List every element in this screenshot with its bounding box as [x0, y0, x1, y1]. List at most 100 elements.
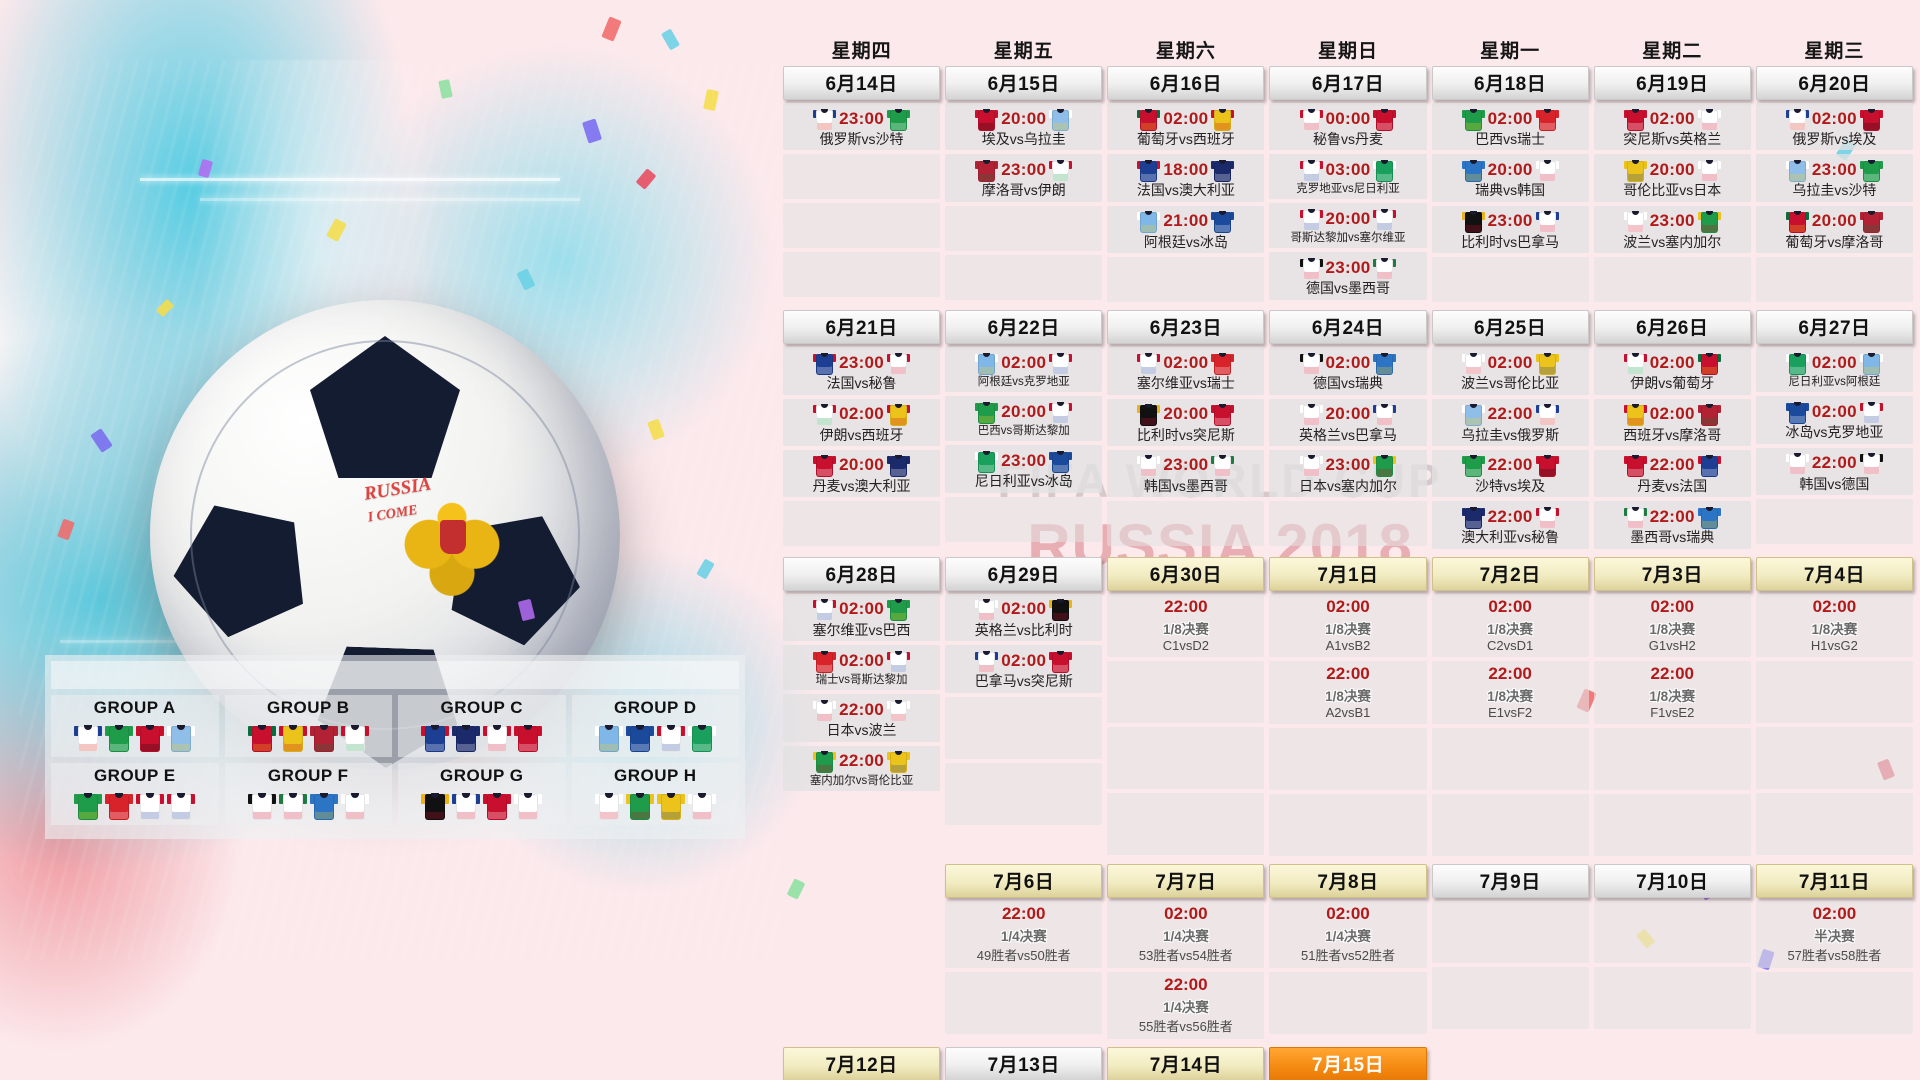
- date-chip[interactable]: 6月17日: [1269, 66, 1427, 100]
- knockout-match-cell[interactable]: 02:00 1/8决赛 A1vsB2: [1269, 593, 1427, 657]
- knockout-match-cell[interactable]: 22:00 1/8决赛 C1vsD2: [1107, 593, 1265, 657]
- match-cell[interactable]: 20:00 英格兰vs巴拿马: [1269, 398, 1427, 446]
- match-cell[interactable]: 02:00 西班牙vs摩洛哥: [1593, 398, 1751, 446]
- date-chip[interactable]: 7月4日: [1755, 556, 1913, 591]
- date-chip[interactable]: 7月13日: [945, 1046, 1103, 1080]
- date-chip[interactable]: 6月30日: [1107, 556, 1265, 591]
- group-cell-group-b[interactable]: GROUP B: [224, 695, 392, 757]
- match-cell[interactable]: 20:00 葡萄牙vs摩洛哥: [1755, 205, 1913, 254]
- match-cell[interactable]: 22:00 沙特vs埃及: [1431, 449, 1589, 498]
- match-cell[interactable]: 22:00 乌拉圭vs俄罗斯: [1431, 398, 1589, 446]
- match-cell[interactable]: 22:00 丹麦vs法国: [1593, 449, 1751, 498]
- group-cell-group-c[interactable]: GROUP C: [398, 695, 566, 757]
- match-cell[interactable]: 20:00 埃及vs乌拉圭: [945, 103, 1103, 151]
- knockout-match-cell[interactable]: 02:00 半决赛 57胜者vs58胜者: [1755, 900, 1913, 968]
- group-cell-group-a[interactable]: GROUP A: [51, 695, 219, 757]
- knockout-match-cell[interactable]: 22:00 1/8决赛 A2vsB1: [1269, 660, 1427, 724]
- match-cell[interactable]: 18:00 法国vs澳大利亚: [1107, 154, 1265, 202]
- match-cell[interactable]: 02:00 葡萄牙vs西班牙: [1107, 103, 1265, 151]
- match-cell[interactable]: 22:00 日本vs波兰: [783, 694, 941, 742]
- match-cell[interactable]: 20:00 巴西vs哥斯达黎加: [945, 396, 1103, 442]
- match-cell[interactable]: 23:00 法国vs秘鲁: [783, 347, 941, 395]
- match-cell[interactable]: 00:00 秘鲁vs丹麦: [1269, 103, 1427, 151]
- date-chip[interactable]: 7月12日: [783, 1046, 941, 1080]
- match-cell[interactable]: 02:00 突尼斯vs英格兰: [1593, 103, 1751, 151]
- knockout-match-cell[interactable]: 02:00 1/8决赛 G1vsH2: [1593, 593, 1751, 657]
- match-cell[interactable]: 20:00 丹麦vs澳大利亚: [783, 449, 941, 498]
- match-cell[interactable]: 02:00 伊朗vs西班牙: [783, 398, 941, 446]
- group-cell-group-d[interactable]: GROUP D: [571, 695, 739, 757]
- group-cell-group-f[interactable]: GROUP F: [224, 763, 392, 825]
- match-cell[interactable]: 20:00 哥伦比亚vs日本: [1593, 154, 1751, 202]
- knockout-match-cell[interactable]: 02:00 1/4决赛 51胜者vs52胜者: [1269, 900, 1427, 968]
- date-chip[interactable]: 6月29日: [945, 556, 1103, 591]
- match-cell[interactable]: 22:00 澳大利亚vs秘鲁: [1431, 501, 1589, 549]
- match-cell[interactable]: 23:00 日本vs塞内加尔: [1269, 449, 1427, 498]
- match-cell[interactable]: 02:00 巴西vs瑞士: [1431, 103, 1589, 151]
- match-cell[interactable]: 02:00 瑞士vs哥斯达黎加: [783, 645, 941, 691]
- match-cell[interactable]: 02:00 德国vs瑞典: [1269, 347, 1427, 395]
- date-chip[interactable]: 6月27日: [1755, 310, 1913, 345]
- match-cell[interactable]: 21:00 阿根廷vs冰岛: [1107, 205, 1265, 254]
- match-cell[interactable]: 23:00 比利时vs巴拿马: [1431, 205, 1589, 254]
- match-cell[interactable]: 23:00 韩国vs墨西哥: [1107, 449, 1265, 498]
- match-cell[interactable]: 02:00 阿根廷vs克罗地亚: [945, 347, 1103, 393]
- match-cell[interactable]: 22:00 塞内加尔vs哥伦比亚: [783, 745, 941, 791]
- date-chip[interactable]: 7月6日: [945, 863, 1103, 898]
- group-cell-group-h[interactable]: GROUP H: [571, 763, 739, 825]
- match-cell[interactable]: 20:00 瑞典vs韩国: [1431, 154, 1589, 202]
- date-chip[interactable]: 6月25日: [1431, 310, 1589, 345]
- match-cell[interactable]: 23:00 乌拉圭vs沙特: [1755, 154, 1913, 202]
- date-chip[interactable]: 6月23日: [1107, 310, 1265, 345]
- match-cell[interactable]: 03:00 克罗地亚vs尼日利亚: [1269, 154, 1427, 200]
- match-cell[interactable]: 02:00 塞尔维亚vs巴西: [783, 593, 941, 642]
- date-chip[interactable]: 6月28日: [783, 556, 941, 591]
- match-cell[interactable]: 22:00 韩国vs德国: [1755, 447, 1913, 495]
- group-cell-group-g[interactable]: GROUP G: [398, 763, 566, 825]
- date-chip[interactable]: 6月22日: [945, 310, 1103, 345]
- date-chip[interactable]: 7月1日: [1269, 556, 1427, 591]
- date-chip[interactable]: 7月2日: [1431, 556, 1589, 591]
- date-chip[interactable]: 6月14日: [783, 66, 941, 100]
- knockout-match-cell[interactable]: 22:00 1/4决赛 49胜者vs50胜者: [945, 900, 1103, 968]
- date-chip[interactable]: 7月10日: [1593, 863, 1751, 898]
- knockout-match-cell[interactable]: 02:00 1/8决赛 C2vsD1: [1431, 593, 1589, 657]
- knockout-match-cell[interactable]: 22:00 1/8决赛 E1vsF2: [1431, 660, 1589, 724]
- knockout-match-cell[interactable]: 02:00 1/4决赛 53胜者vs54胜者: [1107, 900, 1265, 968]
- match-cell[interactable]: 02:00 尼日利亚vs阿根廷: [1755, 347, 1913, 393]
- knockout-match-cell[interactable]: 22:00 1/8决赛 F1vsE2: [1593, 660, 1751, 724]
- match-cell[interactable]: 02:00 英格兰vs比利时: [945, 593, 1103, 642]
- match-cell[interactable]: 02:00 俄罗斯vs埃及: [1755, 103, 1913, 151]
- match-cell[interactable]: 23:00 波兰vs塞内加尔: [1593, 205, 1751, 254]
- match-cell[interactable]: 23:00 俄罗斯vs沙特: [783, 103, 941, 151]
- match-cell[interactable]: 22:00 墨西哥vs瑞典: [1593, 501, 1751, 549]
- match-cell[interactable]: 23:00 尼日利亚vs冰岛: [945, 445, 1103, 493]
- group-cell-group-e[interactable]: GROUP E: [51, 763, 219, 825]
- date-chip[interactable]: 7月7日: [1107, 863, 1265, 898]
- date-chip[interactable]: 6月26日: [1593, 310, 1751, 345]
- date-chip[interactable]: 7月8日: [1269, 863, 1427, 898]
- date-chip[interactable]: 7月3日: [1593, 556, 1751, 591]
- match-cell[interactable]: 23:00 摩洛哥vs伊朗: [945, 154, 1103, 202]
- knockout-match-cell[interactable]: 22:00 1/4决赛 55胜者vs56胜者: [1107, 971, 1265, 1039]
- match-cell[interactable]: 23:00 德国vs墨西哥: [1269, 252, 1427, 300]
- date-chip[interactable]: 7月15日: [1269, 1046, 1427, 1080]
- date-chip[interactable]: 6月16日: [1107, 66, 1265, 100]
- match-cell[interactable]: 02:00 冰岛vs克罗地亚: [1755, 396, 1913, 444]
- date-chip[interactable]: 6月19日: [1593, 66, 1751, 100]
- match-cell[interactable]: 02:00 巴拿马vs突尼斯: [945, 645, 1103, 693]
- date-chip[interactable]: 6月24日: [1269, 310, 1427, 345]
- date-chip[interactable]: 7月9日: [1431, 863, 1589, 898]
- match-cell[interactable]: 02:00 塞尔维亚vs瑞士: [1107, 347, 1265, 395]
- date-chip[interactable]: 6月20日: [1755, 66, 1913, 100]
- date-chip[interactable]: 7月11日: [1755, 863, 1913, 898]
- date-chip[interactable]: 6月21日: [783, 310, 941, 345]
- date-chip[interactable]: 6月18日: [1431, 66, 1589, 100]
- match-cell[interactable]: 02:00 伊朗vs葡萄牙: [1593, 347, 1751, 395]
- match-cell[interactable]: 20:00 比利时vs突尼斯: [1107, 398, 1265, 446]
- date-chip[interactable]: 7月14日: [1107, 1046, 1265, 1080]
- match-cell[interactable]: 20:00 哥斯达黎加vs塞尔维亚: [1269, 203, 1427, 249]
- knockout-match-cell[interactable]: 02:00 1/8决赛 H1vsG2: [1755, 593, 1913, 657]
- match-cell[interactable]: 02:00 波兰vs哥伦比亚: [1431, 347, 1589, 395]
- date-chip[interactable]: 6月15日: [945, 66, 1103, 100]
